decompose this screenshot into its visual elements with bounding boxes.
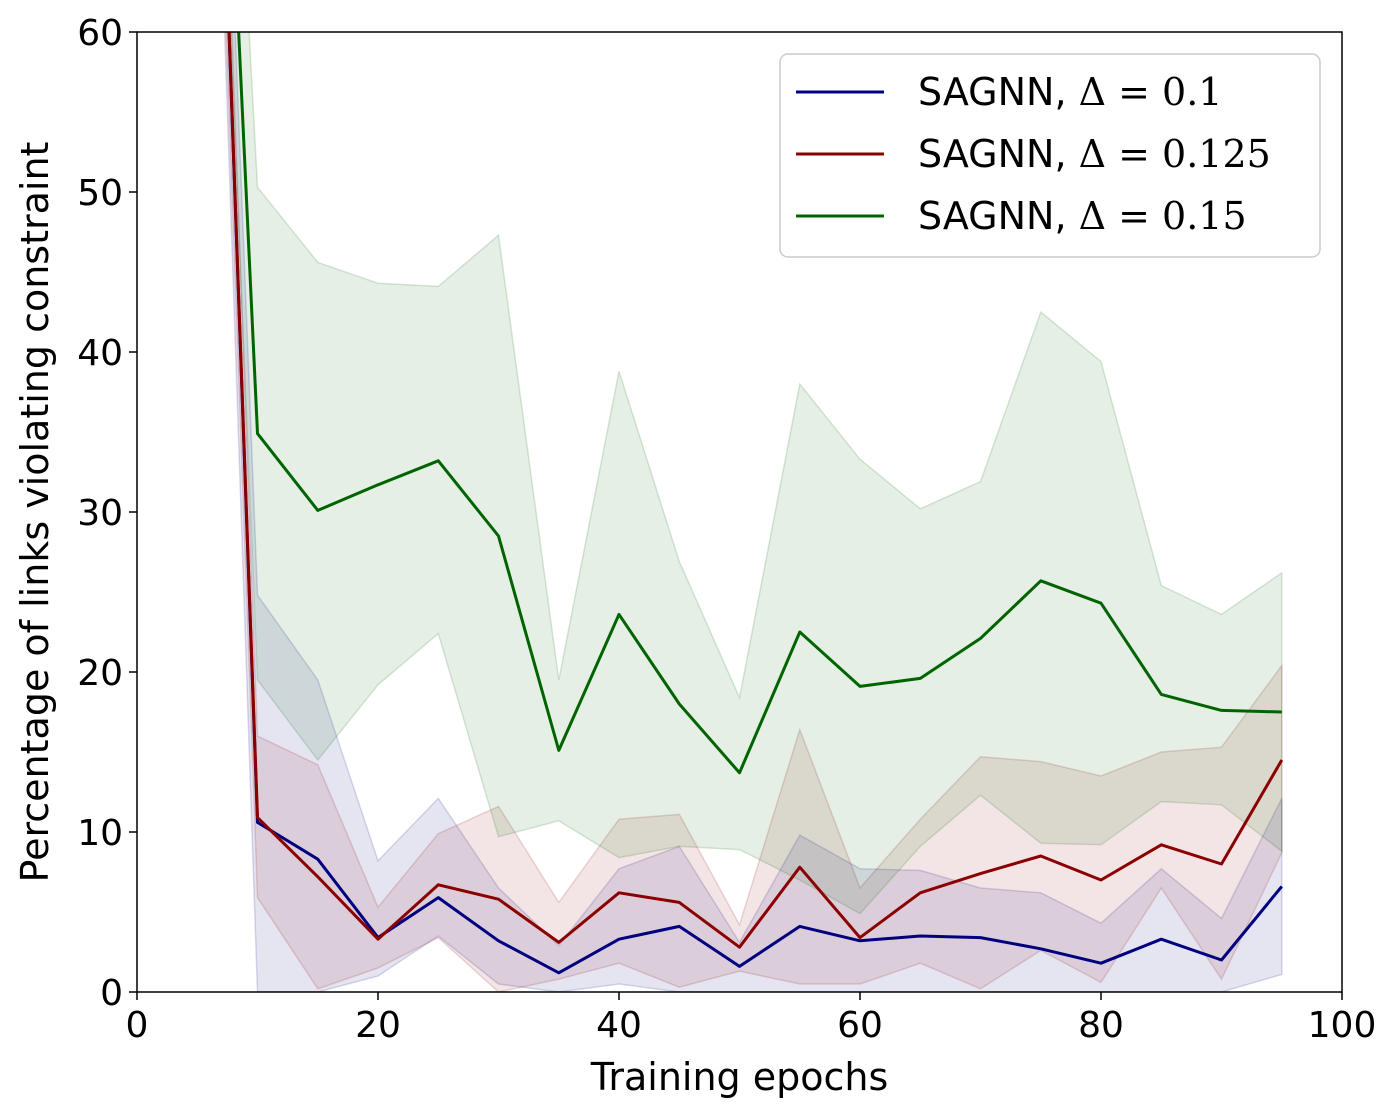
- y-tick-label: 10: [77, 813, 123, 854]
- band-series-3: [229, 32, 1283, 915]
- x-axis-label: Training epochs: [590, 1055, 889, 1099]
- y-tick-label: 40: [77, 333, 123, 374]
- y-tick-label: 30: [77, 493, 123, 534]
- y-tick-label: 20: [77, 653, 123, 694]
- legend-label-3: SAGNN, Δ = 0.15: [918, 194, 1247, 238]
- y-tick-label: 50: [77, 173, 123, 214]
- x-tick-label: 100: [1308, 1005, 1377, 1046]
- x-tick-label: 40: [596, 1005, 642, 1046]
- x-tick-label: 80: [1078, 1005, 1124, 1046]
- x-tick-label: 60: [837, 1005, 883, 1046]
- series-lines: [227, 32, 1284, 975]
- y-tick-label: 0: [100, 973, 123, 1014]
- band-series-2: [225, 32, 1283, 992]
- legend: SAGNN, Δ = 0.1 SAGNN, Δ = 0.125 SAGNN, Δ =…: [779, 53, 1321, 258]
- y-axis-label: Percentage of links violating constraint: [13, 142, 57, 883]
- x-tick-label: 20: [355, 1005, 401, 1046]
- legend-label-1: SAGNN, Δ = 0.1: [918, 70, 1222, 114]
- legend-label-2: SAGNN, Δ = 0.125: [918, 132, 1271, 176]
- confidence-bands: [223, 32, 1283, 992]
- line-series-3: [237, 32, 1282, 775]
- line-series-2: [227, 32, 1284, 949]
- y-axis: 0 10 20 30 40 50 60: [77, 13, 137, 1014]
- legend-box: [779, 53, 1321, 258]
- x-axis: 0 20 40 60 80 100: [126, 992, 1377, 1046]
- y-tick-label: 60: [77, 13, 123, 54]
- line-series-1: [227, 32, 1283, 975]
- x-tick-label: 0: [126, 1005, 149, 1046]
